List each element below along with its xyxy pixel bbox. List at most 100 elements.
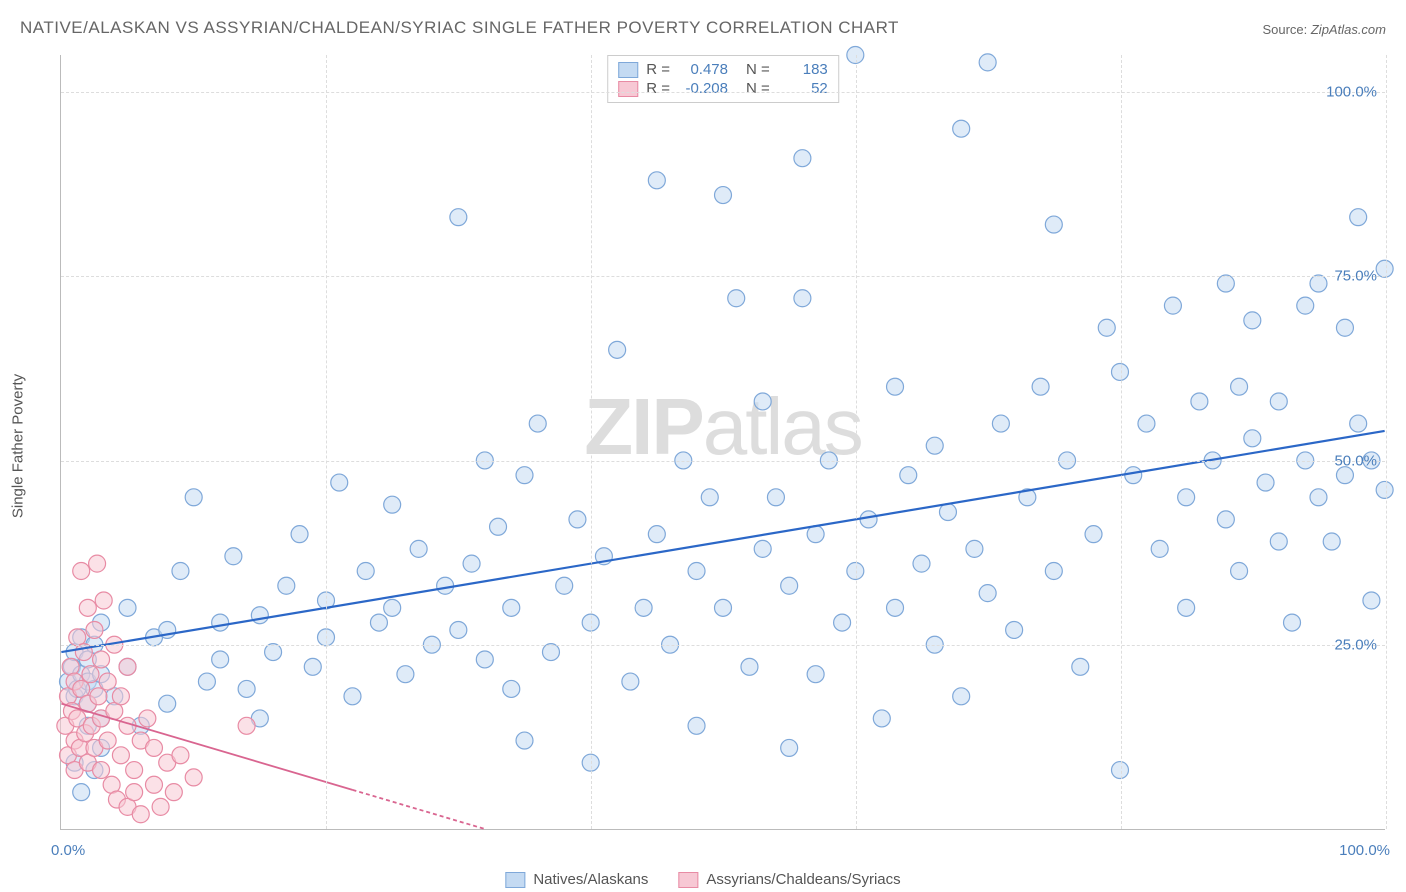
data-point (1323, 533, 1340, 550)
stats-r-value: -0.208 (678, 80, 728, 97)
data-point (331, 474, 348, 491)
chart-title: NATIVE/ALASKAN VS ASSYRIAN/CHALDEAN/SYRI… (20, 18, 899, 38)
legend-swatch (678, 872, 698, 888)
data-point (95, 592, 112, 609)
data-point (860, 511, 877, 528)
data-point (1231, 563, 1248, 580)
data-point (145, 739, 162, 756)
data-point (79, 599, 96, 616)
data-point (1257, 474, 1274, 491)
data-point (82, 666, 99, 683)
stats-r-label: R = (646, 61, 670, 78)
data-point (1125, 467, 1142, 484)
data-point (1217, 275, 1234, 292)
data-point (99, 673, 116, 690)
data-point (112, 747, 129, 764)
data-point (112, 688, 129, 705)
data-point (622, 673, 639, 690)
stats-n-value: 183 (778, 61, 828, 78)
gridline-vertical (591, 55, 592, 829)
legend-swatch (618, 81, 638, 97)
y-tick-label: 25.0% (1334, 637, 1377, 654)
data-point (900, 467, 917, 484)
data-point (516, 467, 533, 484)
data-point (781, 577, 798, 594)
data-point (701, 489, 718, 506)
data-point (1098, 319, 1115, 336)
source-label: Source: (1262, 22, 1310, 37)
data-point (145, 776, 162, 793)
data-point (1363, 592, 1380, 609)
data-point (1045, 216, 1062, 233)
data-point (463, 555, 480, 572)
data-point (1350, 415, 1367, 432)
data-point (225, 548, 242, 565)
data-point (1164, 297, 1181, 314)
data-point (807, 526, 824, 543)
data-point (159, 695, 176, 712)
data-point (1006, 621, 1023, 638)
data-point (1376, 481, 1393, 498)
data-point (89, 555, 106, 572)
stats-n-value: 52 (778, 80, 828, 97)
stats-legend-row: R = 0.478 N = 183 (618, 60, 828, 79)
data-point (1310, 489, 1327, 506)
data-point (212, 651, 229, 668)
data-point (728, 290, 745, 307)
data-point (185, 769, 202, 786)
data-point (569, 511, 586, 528)
data-point (688, 563, 705, 580)
data-point (953, 688, 970, 705)
y-tick-label: 75.0% (1334, 268, 1377, 285)
data-point (926, 437, 943, 454)
data-point (1178, 599, 1195, 616)
data-point (887, 599, 904, 616)
data-point (86, 621, 103, 638)
source-value: ZipAtlas.com (1311, 22, 1386, 37)
data-point (1310, 275, 1327, 292)
data-point (93, 762, 110, 779)
stats-n-label: N = (746, 80, 770, 97)
data-point (73, 563, 90, 580)
data-point (754, 393, 771, 410)
legend-swatch (618, 62, 638, 78)
gridline-vertical (856, 55, 857, 829)
stats-legend: R = 0.478 N = 183R = -0.208 N = 52 (607, 55, 839, 103)
data-point (1111, 762, 1128, 779)
data-point (344, 688, 361, 705)
data-point (278, 577, 295, 594)
data-point (172, 747, 189, 764)
data-point (503, 599, 520, 616)
data-point (397, 666, 414, 683)
gridline-horizontal (61, 276, 1385, 277)
gridline-vertical (1121, 55, 1122, 829)
data-point (1244, 312, 1261, 329)
y-tick-label: 100.0% (1326, 83, 1377, 100)
stats-n-label: N = (746, 61, 770, 78)
data-point (251, 607, 268, 624)
data-point (1231, 378, 1248, 395)
data-point (450, 621, 467, 638)
data-point (688, 717, 705, 734)
data-point (979, 54, 996, 71)
data-point (741, 658, 758, 675)
data-point (99, 732, 116, 749)
data-point (1045, 563, 1062, 580)
data-point (132, 806, 149, 823)
data-point (126, 762, 143, 779)
data-point (490, 518, 507, 535)
data-point (979, 585, 996, 602)
data-point (834, 614, 851, 631)
bottom-legend: Natives/AlaskansAssyrians/Chaldeans/Syri… (505, 871, 900, 888)
gridline-horizontal (61, 645, 1385, 646)
stats-r-value: 0.478 (678, 61, 728, 78)
y-axis-title: Single Father Poverty (10, 374, 27, 518)
data-point (410, 540, 427, 557)
data-point (556, 577, 573, 594)
data-point (212, 614, 229, 631)
data-point (1151, 540, 1168, 557)
data-point (715, 599, 732, 616)
data-point (476, 651, 493, 668)
data-point (939, 504, 956, 521)
trendline-dashed (352, 790, 484, 829)
